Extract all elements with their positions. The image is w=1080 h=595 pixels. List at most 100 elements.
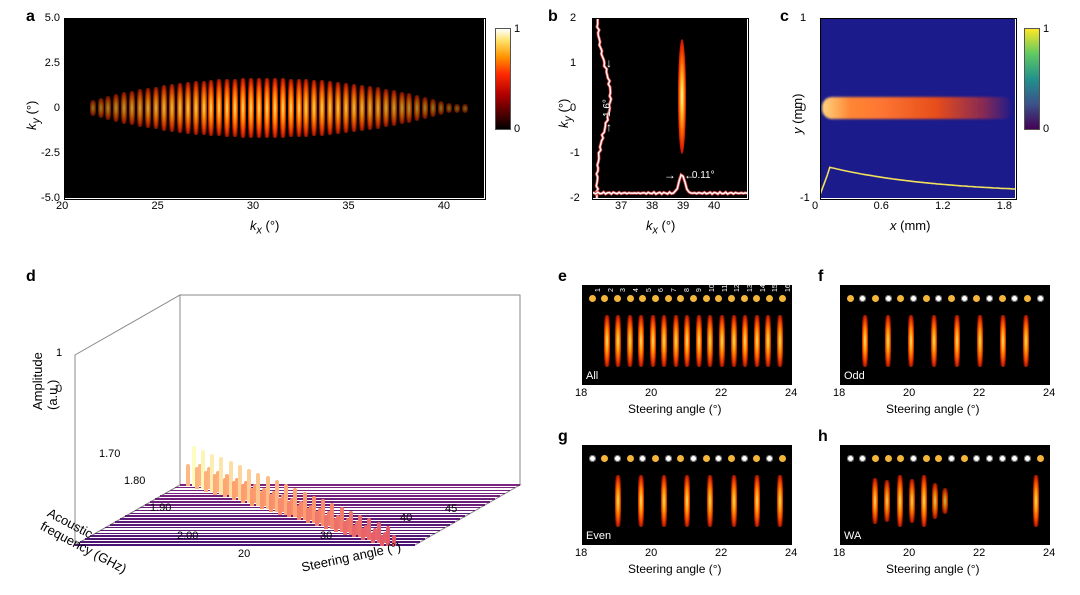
tick: 25 [151, 200, 163, 212]
channel-dot-on [690, 295, 697, 302]
panel-d-waterfall [60, 285, 530, 570]
tick: 1 [570, 57, 576, 69]
panel-g-heatmap: Even [582, 445, 792, 545]
panel-a-stripe [98, 98, 104, 118]
beam-stripe [684, 315, 690, 367]
channel-dot-on [935, 455, 942, 462]
channel-dot-off [690, 455, 697, 462]
channel-dot-off [1011, 295, 1018, 302]
d-xtick-45: 45 [445, 503, 457, 515]
channel-dot-on [728, 295, 735, 302]
d-xtick-40: 40 [400, 512, 412, 524]
beam-stripe [777, 315, 783, 367]
panel-a-stripe [422, 97, 428, 119]
panel-label-b: b [548, 8, 558, 26]
panel-a-stripe [177, 83, 183, 132]
channel-number: 7 [671, 288, 678, 292]
panel-a-stripe [343, 83, 349, 133]
channel-dot-on [601, 295, 608, 302]
panel-a-xlabel: kx (°) [250, 218, 279, 237]
channel-dot-on [652, 455, 659, 462]
panel-a-stripe [248, 78, 254, 138]
arrow-icon: ↑ [606, 120, 612, 134]
channel-dot-off [766, 455, 773, 462]
channel-dot-on [589, 295, 596, 302]
waterfall-row [110, 525, 450, 526]
panel-a-stripe [303, 79, 309, 136]
panel-a-stripe [153, 87, 159, 130]
channel-dot-on [885, 455, 892, 462]
beam-stripe [742, 315, 748, 367]
beam-stripe [931, 315, 937, 367]
channel-dot-on [766, 295, 773, 302]
panel-a-stripe [105, 96, 111, 120]
panel-a-stripe [367, 86, 373, 130]
panel-label-g: g [558, 428, 568, 446]
channel-dot-on [1024, 295, 1031, 302]
panel-b-heatmap: 1.6°0.11°→←↓↑ [592, 18, 747, 198]
panel-a-stripe [113, 94, 119, 122]
tick: 18 [575, 387, 587, 399]
panel-e-xlabel: Steering angle (°) [628, 402, 722, 416]
panel-a-stripe [406, 93, 412, 122]
channel-dot-on [999, 295, 1006, 302]
panel-a-stripe [359, 85, 365, 131]
d-ztick-0: 0 [56, 383, 62, 395]
channel-number: 13 [747, 285, 754, 292]
channel-dot-off [859, 455, 866, 462]
channel-dot-off [859, 295, 866, 302]
channel-dot-off [910, 295, 917, 302]
tick: 0.6 [874, 200, 889, 212]
beam-stripe [719, 315, 725, 367]
channel-number: 14 [760, 285, 767, 292]
panel-a-stripe [414, 95, 420, 121]
channel-dot-off [961, 295, 968, 302]
channel-dot-off [1037, 295, 1044, 302]
tick: 38 [646, 200, 658, 212]
channel-dot-on [627, 295, 634, 302]
channel-number: 16 [785, 285, 792, 292]
beam-stripe [932, 483, 938, 519]
waterfall-row [125, 516, 465, 517]
channel-dot-on [614, 295, 621, 302]
beam-stripe [765, 315, 771, 367]
waterfall-row [165, 494, 505, 495]
panel-a-stripe [438, 101, 444, 115]
d-ytick-180: 1.80 [124, 475, 145, 487]
tick: 20 [903, 547, 915, 559]
panel-a-stripe [208, 80, 214, 136]
waterfall-row [105, 528, 445, 529]
waterfall-row [160, 496, 500, 497]
tick: 22 [715, 387, 727, 399]
panel-a-stripe [351, 84, 357, 132]
panel-b-ylabel: ky (°) [556, 99, 575, 128]
channel-number: 6 [658, 288, 665, 292]
tick: 35 [342, 200, 354, 212]
panel-h-tag: WA [844, 530, 861, 542]
channel-number: 1 [595, 288, 602, 292]
channel-dot-off [639, 455, 646, 462]
panel-a-stripe [296, 79, 302, 137]
tick: 24 [1043, 547, 1055, 559]
tick: 1.2 [935, 200, 950, 212]
beam-stripe [604, 315, 610, 367]
beam-stripe [862, 315, 868, 367]
channel-number: 9 [696, 288, 703, 292]
beam-stripe [673, 315, 679, 367]
panel-a-stripe [224, 79, 230, 137]
panel-a-stripe [280, 78, 286, 138]
channel-dot-off [986, 295, 993, 302]
channel-dot-on [703, 455, 710, 462]
beam-stripe [650, 315, 656, 367]
beam-stripe [707, 475, 713, 527]
tick: 20 [645, 547, 657, 559]
panel-a-stripe [137, 89, 143, 126]
panel-g-tag: Even [586, 530, 611, 542]
tick: -1 [570, 147, 580, 159]
panel-a-stripe [383, 89, 389, 127]
channel-dot-off [614, 455, 621, 462]
cb-a-max: 1 [514, 23, 520, 35]
panel-a-stripe [121, 92, 127, 123]
panel-f-tag: Odd [844, 370, 865, 382]
panel-c-ylabel: y (mm) [790, 94, 805, 134]
